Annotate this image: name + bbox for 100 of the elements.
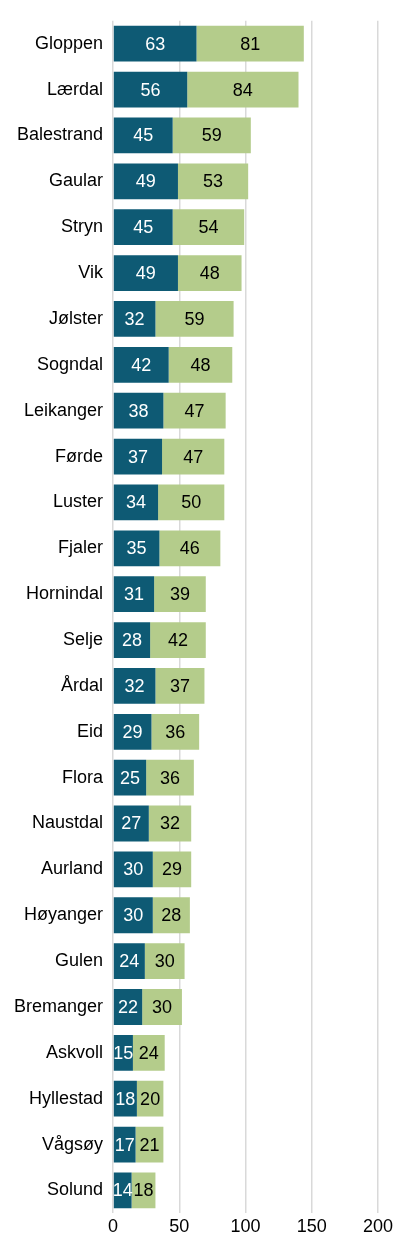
data-label: 25 xyxy=(119,767,140,788)
data-label: 49 xyxy=(135,263,156,284)
data-label: 45 xyxy=(133,125,154,146)
data-label: 18 xyxy=(133,1180,154,1201)
y-tick-label: Førde xyxy=(55,445,104,466)
data-label: 56 xyxy=(140,79,161,100)
y-tick-label: Flora xyxy=(62,766,105,787)
data-label: 28 xyxy=(121,630,142,650)
bar xyxy=(113,851,153,888)
y-tick-label: Solund xyxy=(46,1179,104,1200)
data-label: 22 xyxy=(117,996,139,1017)
data-label: 59 xyxy=(201,125,222,146)
bar xyxy=(162,438,225,475)
y-tick-label: Vik xyxy=(78,262,105,283)
bar xyxy=(177,163,249,200)
data-label: 30 xyxy=(152,996,173,1017)
bar xyxy=(113,255,178,291)
data-label: 47 xyxy=(183,446,204,467)
bar xyxy=(113,71,188,108)
y-tick-label: Eid xyxy=(77,720,104,741)
bar xyxy=(155,301,234,337)
data-label: 17 xyxy=(114,1134,135,1155)
data-label: 32 xyxy=(124,675,145,696)
data-label: 49 xyxy=(135,171,156,192)
data-label: 37 xyxy=(127,446,148,467)
data-label: 28 xyxy=(161,905,182,926)
y-tick-label: Jølster xyxy=(49,307,104,328)
y-tick-label: Hornindal xyxy=(26,583,104,604)
data-label: 53 xyxy=(203,171,224,192)
data-label: 24 xyxy=(138,1042,159,1063)
bar xyxy=(144,943,185,980)
bar xyxy=(151,713,200,750)
y-tick-label: Luster xyxy=(53,491,104,512)
y-tick-label: Gloppen xyxy=(34,32,104,53)
data-label: 38 xyxy=(128,400,149,421)
y-tick-label: Vågsøy xyxy=(42,1133,104,1154)
bar xyxy=(113,576,155,613)
data-label: 29 xyxy=(161,859,183,880)
y-tick-label: Leikanger xyxy=(23,399,104,420)
data-label: 42 xyxy=(167,630,188,650)
bar xyxy=(196,25,304,62)
y-tick-label: Balestrand xyxy=(16,124,104,145)
data-label: 35 xyxy=(126,538,147,559)
data-label: 32 xyxy=(159,813,181,834)
data-label: 59 xyxy=(184,308,205,329)
data-label: 30 xyxy=(123,859,144,880)
bar xyxy=(113,438,163,475)
x-tick-label: 0 xyxy=(108,1216,119,1237)
bar xyxy=(146,759,194,796)
bar xyxy=(168,346,233,383)
data-label: 48 xyxy=(190,354,211,375)
y-tick-label: Naustdal xyxy=(32,812,104,833)
data-label: 48 xyxy=(199,263,220,284)
data-label: 21 xyxy=(139,1134,160,1155)
data-label: 30 xyxy=(123,905,144,926)
data-label: 81 xyxy=(240,33,261,54)
data-label: 36 xyxy=(159,767,181,788)
data-label: 20 xyxy=(140,1088,161,1109)
data-label: 24 xyxy=(119,951,140,972)
bar xyxy=(163,392,226,429)
bar xyxy=(113,346,169,383)
bar xyxy=(113,163,178,200)
y-tick-label: Årdal xyxy=(61,674,104,695)
bar xyxy=(172,209,245,246)
bar xyxy=(113,25,197,62)
y-tick-label: Gaular xyxy=(49,170,104,191)
x-tick-label: 200 xyxy=(362,1216,394,1237)
y-tick-label: Lærdal xyxy=(47,78,104,99)
bar xyxy=(113,392,164,429)
bar xyxy=(113,897,153,934)
y-tick-label: Gulen xyxy=(55,950,104,971)
x-tick-label: 50 xyxy=(169,1216,190,1237)
bar xyxy=(172,117,251,154)
bar xyxy=(154,576,206,613)
bar xyxy=(159,530,221,567)
x-tick-label: 150 xyxy=(296,1216,327,1237)
y-tick-label: Stryn xyxy=(61,216,104,237)
x-tick-label: 100 xyxy=(230,1216,261,1237)
data-label: 50 xyxy=(181,492,202,513)
y-tick-label: Høyanger xyxy=(24,904,104,925)
y-tick-label: Selje xyxy=(63,629,104,649)
data-label: 39 xyxy=(169,584,190,605)
y-tick-label: Sogndal xyxy=(36,353,104,374)
data-label: 29 xyxy=(122,721,143,742)
y-tick-label: Hyllestad xyxy=(29,1087,104,1108)
y-tick-label: Askvoll xyxy=(46,1041,104,1062)
data-label: 34 xyxy=(125,492,146,513)
data-label: 47 xyxy=(184,400,205,421)
bar xyxy=(158,484,225,521)
data-label: 36 xyxy=(165,721,186,742)
data-label: 15 xyxy=(113,1042,134,1063)
bar xyxy=(187,71,299,108)
data-label: 18 xyxy=(115,1088,136,1109)
bar xyxy=(155,668,205,704)
data-label: 27 xyxy=(121,813,142,834)
data-label: 30 xyxy=(154,951,175,972)
y-tick-label: Aurland xyxy=(41,858,104,879)
bar xyxy=(142,989,182,1025)
data-label: 32 xyxy=(124,308,145,329)
data-label: 45 xyxy=(133,217,154,238)
